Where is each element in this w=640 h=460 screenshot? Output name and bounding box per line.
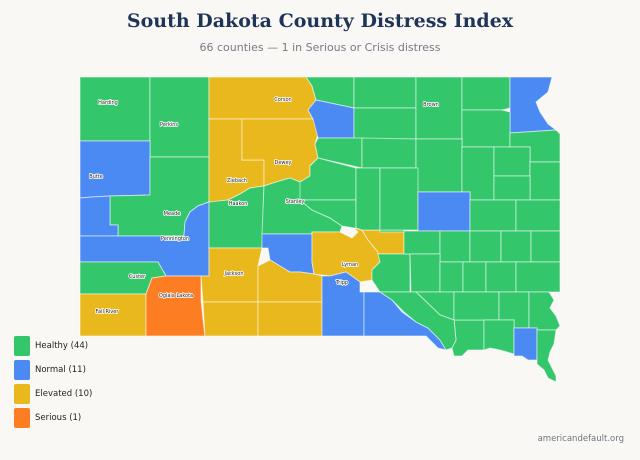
county-miner[interactable] bbox=[469, 230, 502, 263]
county-harding[interactable] bbox=[79, 76, 151, 142]
county-perkins[interactable] bbox=[149, 76, 210, 158]
county-fall-river[interactable] bbox=[79, 293, 147, 337]
county-hamlin[interactable] bbox=[493, 175, 531, 201]
county-kingsbury[interactable] bbox=[469, 199, 517, 232]
county-roberts[interactable] bbox=[509, 76, 558, 134]
legend-swatch-healthy bbox=[14, 336, 30, 356]
county-codington[interactable] bbox=[493, 146, 531, 177]
county-lake[interactable] bbox=[500, 230, 532, 263]
label-butte: Butte bbox=[89, 174, 103, 180]
label-stanley: Stanley bbox=[286, 199, 305, 205]
label-custer: Custer bbox=[129, 274, 146, 280]
county-yankton[interactable] bbox=[483, 319, 515, 355]
county-butte[interactable] bbox=[79, 140, 151, 199]
legend: Healthy (44) Normal (11) Elevated (10) S… bbox=[14, 334, 92, 430]
label-meade: Meade bbox=[164, 211, 181, 217]
label-corson: Corson bbox=[274, 97, 291, 103]
county-day[interactable] bbox=[461, 109, 511, 148]
label-pennington: Pennington bbox=[161, 236, 189, 242]
legend-swatch-elevated bbox=[14, 384, 30, 404]
county-mccook[interactable] bbox=[485, 261, 517, 293]
source-credit: americandefault.org bbox=[537, 434, 624, 444]
label-fall-river: Fall River bbox=[96, 309, 120, 315]
county-clay[interactable] bbox=[513, 327, 538, 361]
county-brookings[interactable] bbox=[515, 199, 561, 232]
county-tripp[interactable] bbox=[321, 271, 365, 337]
county-sanborn[interactable] bbox=[439, 230, 471, 263]
label-oglala-lakota: Oglala Lakota bbox=[159, 293, 193, 299]
legend-item-serious: Serious (1) bbox=[14, 406, 92, 430]
county-spink[interactable] bbox=[415, 138, 463, 193]
page-title: South Dakota County Distress Index bbox=[126, 10, 514, 32]
legend-label-healthy: Healthy (44) bbox=[35, 341, 89, 351]
county-jerauld[interactable] bbox=[403, 230, 441, 255]
county-oglala-lakota[interactable] bbox=[145, 275, 206, 337]
county-edmunds[interactable] bbox=[353, 107, 417, 140]
county-moody[interactable] bbox=[530, 230, 561, 263]
legend-label-elevated: Elevated (10) bbox=[35, 389, 93, 399]
legend-swatch-normal bbox=[14, 360, 30, 380]
legend-swatch-serious bbox=[14, 408, 30, 428]
label-jackson: Jackson bbox=[223, 271, 243, 277]
label-lyman: Lyman bbox=[342, 262, 358, 268]
county-gregory-edge[interactable] bbox=[378, 291, 457, 351]
label-perkins: Perkins bbox=[160, 122, 178, 128]
legend-item-elevated: Elevated (10) bbox=[14, 382, 92, 406]
county-faulk[interactable] bbox=[361, 137, 417, 169]
county-union[interactable] bbox=[536, 329, 557, 383]
county-lincoln[interactable] bbox=[528, 291, 561, 331]
county-corson[interactable] bbox=[208, 76, 317, 120]
county-hand[interactable] bbox=[379, 167, 419, 231]
legend-label-normal: Normal (11) bbox=[35, 365, 86, 375]
county-brown[interactable] bbox=[415, 76, 463, 140]
label-dewey: Dewey bbox=[274, 160, 291, 166]
label-haakon: Haakon bbox=[229, 201, 248, 207]
county-deuel[interactable] bbox=[529, 161, 561, 201]
county-bon-homme[interactable] bbox=[451, 319, 485, 357]
county-bennett[interactable] bbox=[202, 301, 259, 337]
legend-item-normal: Normal (11) bbox=[14, 358, 92, 382]
label-ziebach: Ziebach bbox=[227, 178, 247, 184]
county-hutchinson[interactable] bbox=[453, 291, 500, 321]
label-harding: Harding bbox=[98, 100, 118, 106]
county-hyde[interactable] bbox=[355, 167, 381, 231]
county-davison[interactable] bbox=[439, 261, 464, 293]
county-marshall[interactable] bbox=[461, 76, 511, 111]
legend-item-healthy: Healthy (44) bbox=[14, 334, 92, 358]
county-mcpherson[interactable] bbox=[353, 76, 417, 109]
county-minnehaha[interactable] bbox=[515, 261, 561, 293]
county-hanson[interactable] bbox=[462, 261, 487, 293]
label-brown: Brown bbox=[423, 102, 439, 108]
label-tripp: Tripp bbox=[335, 280, 348, 286]
page-subtitle: 66 counties — 1 in Serious or Crisis dis… bbox=[199, 41, 441, 54]
legend-label-serious: Serious (1) bbox=[35, 413, 82, 423]
county-beadle[interactable] bbox=[417, 191, 471, 232]
county-aurora[interactable] bbox=[409, 253, 441, 293]
county-todd[interactable] bbox=[257, 301, 323, 337]
county-potter[interactable] bbox=[314, 137, 363, 169]
